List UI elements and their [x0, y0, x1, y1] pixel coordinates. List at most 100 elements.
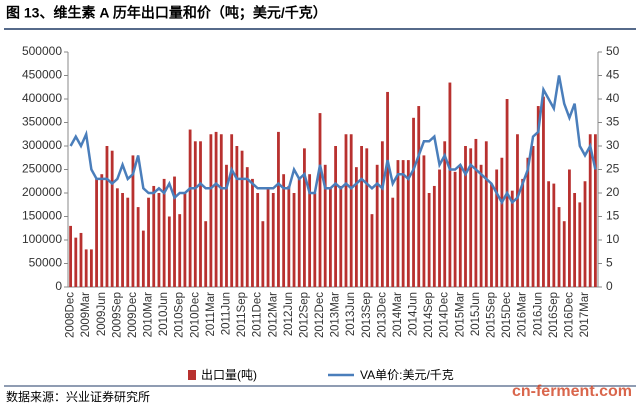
bar: [380, 141, 384, 287]
x-tick-label: 2013Jun: [345, 292, 357, 336]
bar: [391, 197, 395, 287]
bar: [235, 146, 239, 287]
source: 数据来源：兴业证券研究所: [6, 389, 150, 404]
bar: [396, 160, 400, 287]
bar: [365, 148, 369, 287]
bar: [209, 134, 213, 287]
bar: [542, 96, 545, 288]
bar: [386, 91, 389, 287]
bar: [578, 202, 582, 287]
x-tick-label: 2013Sep: [361, 292, 373, 338]
y2-tick-label: 35: [606, 115, 620, 129]
x-tick-label: 2014Jun: [408, 292, 420, 336]
bar: [261, 221, 265, 287]
bar: [251, 178, 254, 287]
bar: [500, 157, 504, 287]
bar: [287, 185, 291, 287]
bar: [136, 207, 140, 287]
bar: [536, 106, 540, 287]
x-tick-label: 2015Sep: [486, 292, 498, 338]
bar: [204, 221, 208, 287]
y2-tick-label: 40: [606, 91, 620, 105]
y2-tick-label: 0: [606, 279, 613, 293]
bar: [193, 141, 197, 287]
bar: [479, 164, 483, 287]
x-tick-label: 2011Mar: [205, 292, 217, 337]
x-tick-label: 2011Jun: [221, 292, 233, 335]
x-tick-label: 2010Sep: [174, 292, 186, 338]
bar: [516, 134, 519, 287]
bar: [588, 134, 592, 287]
x-tick-label: 2012Jun: [283, 292, 295, 336]
bar: [573, 193, 577, 287]
bar: [354, 167, 358, 287]
bar: [121, 193, 124, 287]
bar: [344, 134, 348, 287]
x-tick-label: 2012Sep: [298, 292, 310, 338]
legend-label: VA单价:美元/千克: [360, 368, 454, 382]
x-tick-label: 2010Jun: [158, 292, 170, 336]
chart-title: 图 13、维生素 A 历年出口量和价（吨；美元/千克）: [6, 5, 327, 22]
bar: [79, 232, 83, 287]
bar: [510, 190, 514, 287]
bar: [271, 193, 275, 287]
bar: [292, 193, 296, 287]
bar: [313, 193, 317, 287]
x-tick-label: 2010Mar: [143, 292, 155, 338]
y2-tick-label: 45: [606, 68, 620, 82]
bar: [339, 185, 343, 287]
x-tick-label: 2014Sep: [423, 292, 435, 338]
bar: [100, 174, 104, 287]
bar: [547, 181, 551, 287]
bar: [188, 129, 192, 287]
bar: [266, 188, 270, 287]
bar: [178, 214, 182, 287]
bar: [318, 113, 322, 287]
bar: [308, 174, 312, 287]
bar: [469, 148, 473, 287]
x-tick-label: 2016Dec: [563, 292, 575, 338]
x-tick-label: 2011Sep: [236, 292, 248, 337]
bar: [95, 178, 98, 287]
bar: [531, 146, 535, 287]
bar: [89, 249, 93, 287]
x-tick-label: 2016Sep: [548, 292, 560, 338]
bar: [297, 178, 301, 287]
bar: [152, 185, 156, 287]
bar: [593, 134, 597, 287]
y-tick-label: 400000: [22, 91, 62, 105]
bar: [375, 164, 379, 287]
y2-tick-label: 30: [606, 138, 620, 152]
bar: [427, 193, 431, 287]
bar: [115, 188, 119, 287]
x-tick-label: 2014Mar: [392, 292, 404, 338]
bar: [432, 185, 436, 287]
legend-label: 出口量(吨): [201, 368, 257, 382]
x-tick-label: 2014Dec: [439, 292, 451, 338]
y-tick-label: 0: [55, 279, 62, 293]
bar: [438, 169, 441, 287]
bar: [412, 117, 415, 287]
x-tick-label: 2016Jun: [532, 292, 544, 336]
bar: [349, 134, 353, 287]
bar: [474, 138, 478, 287]
y2-tick-label: 25: [606, 162, 620, 176]
bar: [282, 174, 286, 287]
x-tick-label: 2015Dec: [501, 292, 513, 338]
bar: [303, 148, 306, 287]
x-tick-label: 2010Dec: [189, 292, 201, 338]
x-tick-label: 2009Dec: [127, 292, 139, 338]
bar: [230, 134, 234, 287]
bar: [495, 169, 499, 287]
bar: [277, 131, 280, 287]
x-tick-label: 2012Dec: [314, 292, 326, 338]
y-tick-label: 50000: [29, 256, 63, 270]
bar: [147, 197, 150, 287]
x-tick-label: 2009Sep: [111, 292, 123, 338]
bar: [443, 141, 447, 287]
y-tick-label: 450000: [22, 68, 62, 82]
bar: [422, 155, 426, 287]
bar: [84, 249, 88, 287]
y-tick-label: 100000: [22, 232, 62, 246]
bar: [370, 214, 374, 287]
